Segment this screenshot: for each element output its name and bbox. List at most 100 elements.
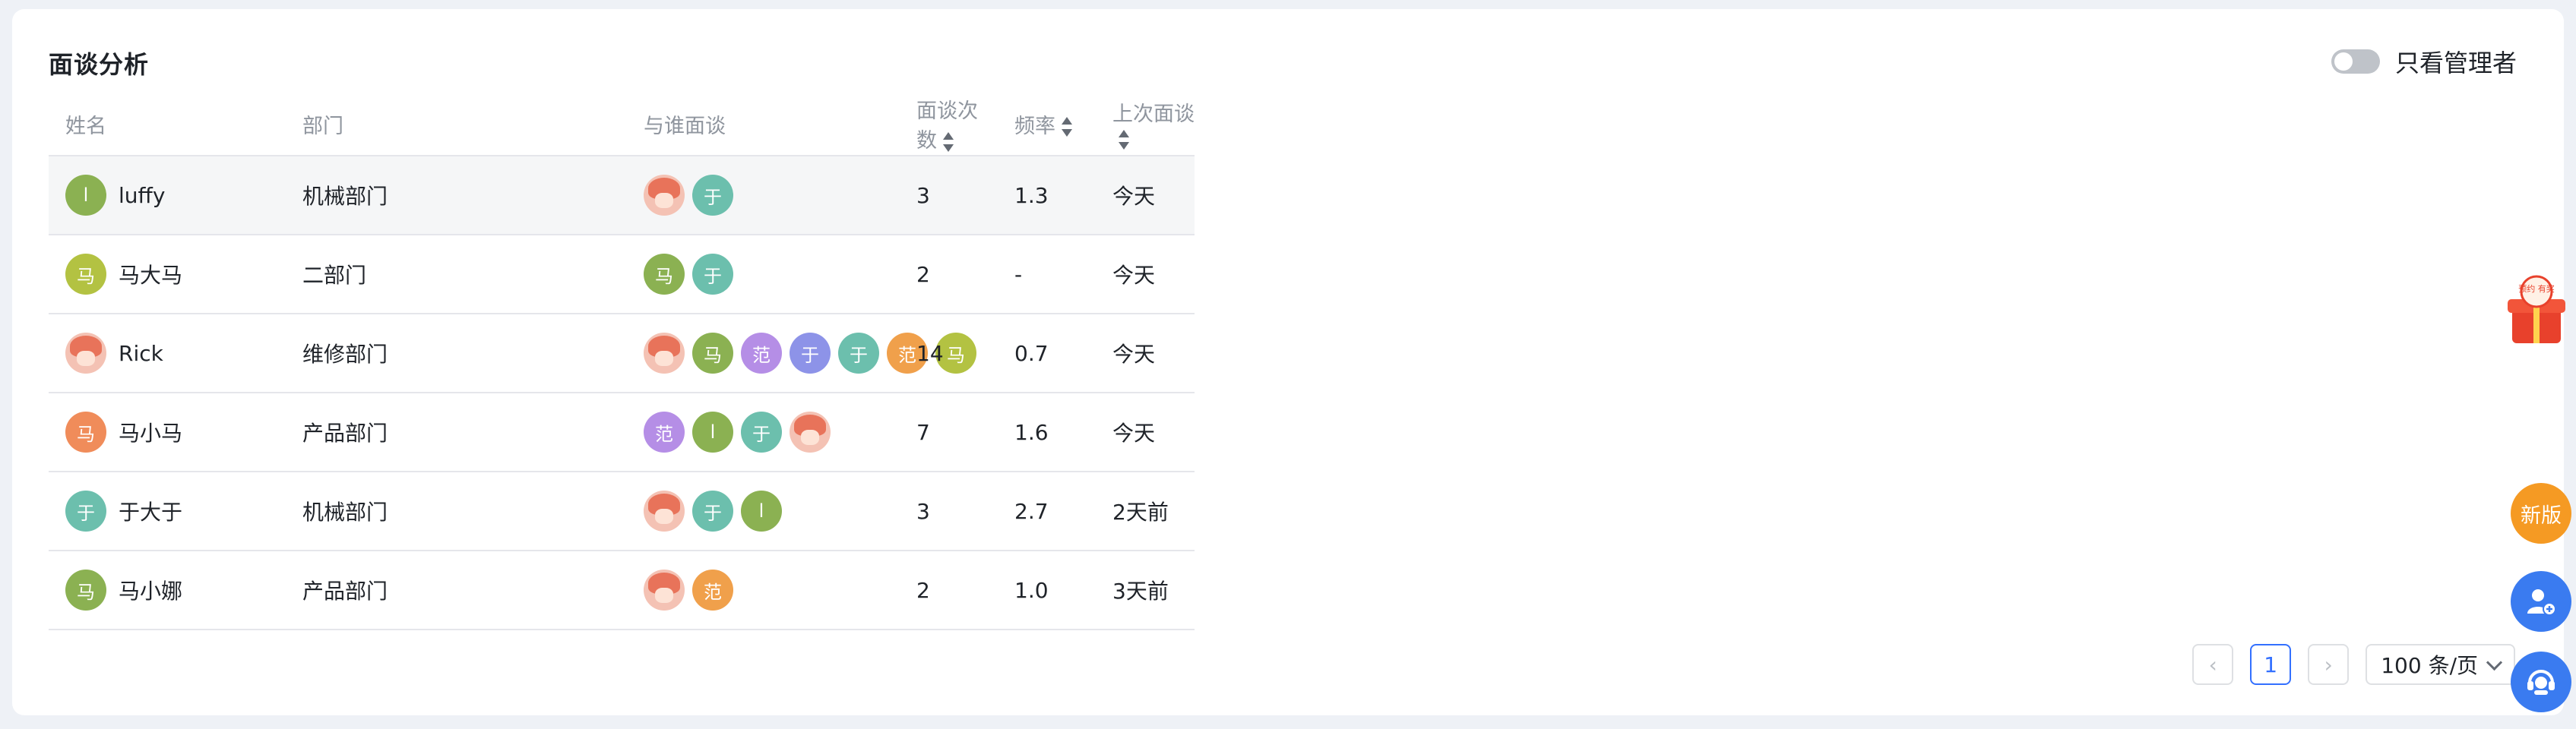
name-cell: 马马大马: [49, 235, 286, 314]
interviewers-cell: 马范于于范马: [627, 314, 976, 393]
gift-promo-icon[interactable]: 预约 有奖: [2502, 269, 2571, 351]
col-name-header: 姓名: [49, 93, 286, 156]
avatar-photo: [65, 333, 106, 374]
avatar: l: [741, 491, 782, 532]
page-size-value: 100 条/页: [2381, 653, 2478, 678]
table-row[interactable]: l luffy 机械部门于 3 1.3 今天: [49, 156, 2527, 235]
dept-cell: 产品部门: [286, 393, 627, 472]
new-version-button[interactable]: 新版: [2511, 483, 2571, 544]
avatar: 于: [741, 412, 782, 453]
last-interview-cell: 今天: [1096, 314, 1195, 393]
page-size-select[interactable]: 100 条/页: [2366, 644, 2515, 685]
avatar: 马: [644, 254, 685, 295]
freq-cell: 2.7: [998, 472, 1096, 551]
page-number-button[interactable]: 1: [2250, 644, 2292, 685]
table-row[interactable]: Rick 维修部门马范于于范马 14 0.7 今天: [49, 314, 2527, 393]
managers-only-toggle[interactable]: [2331, 49, 2380, 74]
sort-icon[interactable]: [1062, 116, 1072, 137]
col-with-header: 与谁面谈: [627, 93, 900, 156]
avatar: 于: [790, 333, 831, 374]
avatar: 于: [692, 491, 733, 532]
avatar: 范: [741, 333, 782, 374]
employee-name: Rick: [119, 340, 163, 366]
name-cell: 马马小马: [49, 393, 286, 472]
prev-page-button[interactable]: ‹: [2192, 644, 2234, 685]
avatar-photo: [644, 175, 685, 216]
chevron-left-icon: ‹: [2208, 652, 2217, 677]
last-interview-cell: 2天前: [1096, 472, 1195, 551]
avatar-photo: [644, 491, 685, 532]
dept-cell: 机械部门: [286, 156, 627, 235]
avatar: 于: [65, 491, 106, 532]
avatar-photo: [644, 570, 685, 611]
table-row[interactable]: 于于大于 机械部门于 l 3 2.7 2天前: [49, 472, 2527, 551]
freq-cell: 0.7: [998, 314, 1096, 393]
col-last-header[interactable]: 上次面谈: [1096, 93, 1195, 156]
avatar: 于: [692, 254, 733, 295]
sort-icon[interactable]: [943, 131, 954, 153]
panel-title: 面谈分析: [49, 50, 150, 79]
freq-cell: 1.0: [998, 551, 1096, 630]
freq-cell: 1.3: [998, 156, 1096, 235]
interview-analysis-panel: 面谈分析 只看管理者 姓名 部门 与谁面谈 面谈次数 频率 上次面谈 l luff…: [12, 9, 2564, 715]
last-interview-cell: 今天: [1096, 156, 1195, 235]
last-interview-cell: 今天: [1096, 235, 1195, 314]
interview-table: 姓名 部门 与谁面谈 面谈次数 频率 上次面谈 l luffy 机械部门于 3 1.3 今…: [49, 93, 2527, 630]
chevron-right-icon: ›: [2324, 652, 2333, 677]
freq-cell: -: [998, 235, 1096, 314]
avatar: 马: [65, 570, 106, 611]
freq-cell: 1.6: [998, 393, 1096, 472]
avatar: 于: [838, 333, 879, 374]
count-cell: 2: [900, 551, 998, 630]
avatar: 马: [692, 333, 733, 374]
last-interview-cell: 今天: [1096, 393, 1195, 472]
managers-only-label: 只看管理者: [2394, 49, 2517, 77]
interviewers-cell: 范: [627, 551, 900, 630]
count-cell: 3: [900, 156, 998, 235]
name-cell: l luffy: [49, 156, 286, 235]
col-count-header[interactable]: 面谈次数: [900, 93, 998, 156]
avatar-photo: [790, 412, 831, 453]
avatar: 于: [692, 175, 733, 216]
table-row[interactable]: 马马小娜 产品部门范 2 1.0 3天前: [49, 551, 2527, 630]
avatar-photo: [644, 333, 685, 374]
avatar: l: [65, 175, 106, 216]
avatar: 马: [65, 254, 106, 295]
next-page-button[interactable]: ›: [2308, 644, 2350, 685]
count-cell: 7: [900, 393, 998, 472]
dept-cell: 维修部门: [286, 314, 627, 393]
employee-name: 马大马: [119, 263, 183, 288]
avatar: 范: [644, 412, 685, 453]
table-row[interactable]: 马马大马 二部门马于 2- 今天: [49, 235, 2527, 314]
name-cell: 于于大于: [49, 472, 286, 551]
count-cell: 3: [900, 472, 998, 551]
avatar: 马: [65, 412, 106, 453]
gift-text: 预约 有奖: [2518, 283, 2555, 294]
user-add-icon: [2527, 589, 2556, 616]
managers-only-filter: 只看管理者: [2331, 44, 2517, 79]
add-user-button[interactable]: [2511, 571, 2571, 632]
last-interview-cell: 3天前: [1096, 551, 1195, 630]
interviewers-cell: 马于: [627, 235, 900, 314]
col-dept-header: 部门: [286, 93, 627, 156]
customer-service-button[interactable]: [2511, 652, 2571, 712]
avatar: 范: [692, 570, 733, 611]
table-header-row: 姓名 部门 与谁面谈 面谈次数 频率 上次面谈: [49, 93, 2527, 156]
name-cell: Rick: [49, 314, 286, 393]
chevron-down-icon: [2486, 654, 2503, 671]
interviewers-cell: 于: [627, 156, 900, 235]
col-freq-header[interactable]: 频率: [998, 93, 1096, 156]
pagination: ‹ 1 › 100 条/页: [2192, 644, 2515, 685]
avatar: l: [692, 412, 733, 453]
dept-cell: 产品部门: [286, 551, 627, 630]
employee-name: 马小马: [119, 421, 183, 446]
sort-icon[interactable]: [1119, 129, 1129, 150]
dept-cell: 二部门: [286, 235, 627, 314]
employee-name: 马小娜: [119, 579, 183, 604]
table-row[interactable]: 马马小马 产品部门范 l 于 7 1.6 今天: [49, 393, 2527, 472]
name-cell: 马马小娜: [49, 551, 286, 630]
employee-name: luffy: [119, 182, 166, 208]
employee-name: 于大于: [119, 500, 183, 525]
